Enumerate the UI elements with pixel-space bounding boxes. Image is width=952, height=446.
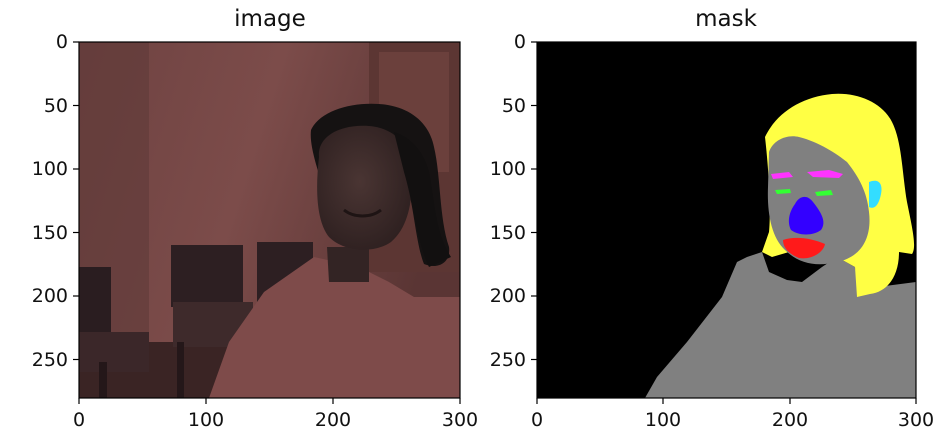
chair-middle bbox=[171, 245, 253, 398]
image-xtick-label: 0 bbox=[73, 409, 85, 431]
mask-ytick-label: 250 bbox=[490, 349, 526, 371]
mask-lips bbox=[783, 237, 825, 259]
mask-left-eyebrow bbox=[771, 172, 793, 179]
mask-panel: mask bbox=[490, 6, 934, 431]
face bbox=[317, 125, 412, 250]
image-ytick-label: 50 bbox=[44, 95, 68, 117]
mask-xtick-label: 200 bbox=[772, 409, 808, 431]
mask-ytick-label: 150 bbox=[490, 222, 526, 244]
mask-x-ticks bbox=[536, 398, 917, 404]
mask-xtick-label: 0 bbox=[531, 409, 543, 431]
image-xtick-label: 100 bbox=[188, 409, 224, 431]
mask-body bbox=[645, 252, 916, 398]
mask-y-ticks bbox=[531, 41, 537, 361]
neck bbox=[327, 247, 369, 282]
mask-ytick-label: 50 bbox=[502, 95, 526, 117]
mask-nose bbox=[788, 196, 824, 235]
mask-ear bbox=[869, 180, 882, 208]
mask-xtick-label: 100 bbox=[645, 409, 681, 431]
mask-ytick-label: 200 bbox=[490, 285, 526, 307]
hair-right bbox=[394, 132, 451, 267]
image-ytick-label: 0 bbox=[56, 31, 68, 53]
image-panel-title: image bbox=[234, 6, 306, 32]
mask-face bbox=[767, 136, 870, 265]
image-ytick-label: 100 bbox=[32, 158, 68, 180]
image-ytick-label: 150 bbox=[32, 222, 68, 244]
image-y-ticks bbox=[73, 41, 79, 361]
mask-ytick-label: 100 bbox=[490, 158, 526, 180]
mask-right-eye bbox=[815, 190, 833, 196]
image-xtick-label: 200 bbox=[315, 409, 351, 431]
mask-axes-frame bbox=[536, 41, 917, 399]
mask-xtick-label: 300 bbox=[898, 409, 934, 431]
image-axes-frame bbox=[78, 41, 461, 399]
mask-ytick-label: 0 bbox=[514, 31, 526, 53]
photo bbox=[79, 42, 460, 398]
mask-left-eye bbox=[775, 189, 791, 194]
image-xtick-label: 300 bbox=[442, 409, 478, 431]
chair-left bbox=[79, 267, 149, 398]
image-ytick-label: 250 bbox=[32, 349, 68, 371]
image-panel: image bbox=[32, 6, 478, 431]
segmentation-mask bbox=[537, 42, 916, 398]
image-x-ticks bbox=[78, 398, 461, 404]
image-ytick-label: 200 bbox=[32, 285, 68, 307]
smile bbox=[343, 208, 382, 218]
mask-right-eyebrow bbox=[807, 170, 843, 178]
sweater bbox=[209, 257, 460, 398]
mask-panel-title: mask bbox=[695, 6, 757, 32]
